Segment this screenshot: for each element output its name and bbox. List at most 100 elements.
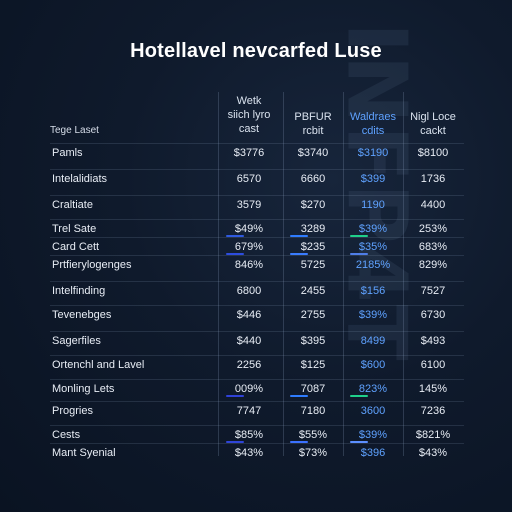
table-cell: 2256: [236, 359, 262, 371]
row-label: Intelalidiats: [52, 173, 108, 185]
table-row: Ortenchl and Lavel 2256 $125 $600 6100: [50, 356, 464, 378]
table-cell: 1190: [361, 199, 385, 211]
table-cell: $493: [420, 335, 446, 347]
table-cell: $270: [300, 199, 326, 211]
column-divider: [403, 92, 404, 456]
table-row: Mant Syenial $43% $73% $396 $43%: [50, 444, 464, 466]
table-cell: 823%: [358, 383, 388, 395]
table-cell: 7747: [236, 405, 262, 417]
table-cell: $125: [300, 359, 326, 371]
table-cell: 3600: [360, 405, 386, 417]
series-marker: [350, 253, 368, 255]
table-cell: 683%: [418, 241, 448, 253]
series-marker: [290, 441, 308, 443]
table-cell: 4400: [420, 199, 446, 211]
table-cell: $55%: [298, 429, 328, 441]
series-marker: [226, 395, 244, 397]
row-separator: [50, 281, 464, 282]
table-cell: 3579: [236, 199, 262, 211]
table-cell: 6100: [420, 359, 446, 371]
row-label: Card Cett: [52, 241, 100, 253]
row-label: Prtfierylogenges: [52, 259, 132, 271]
table-cell: 145%: [418, 383, 448, 395]
table-cell: 2185%: [355, 259, 391, 271]
series-marker: [350, 395, 368, 397]
table-cell: 5725: [300, 259, 326, 271]
column-divider: [343, 92, 344, 456]
row-label: Monling Lets: [52, 383, 115, 395]
table-cell: $600: [360, 359, 386, 371]
series-marker: [290, 253, 308, 255]
row-separator: [50, 379, 464, 380]
table-row: Monling Lets 009% 7087 823% 145%: [50, 380, 464, 402]
series-marker: [226, 441, 244, 443]
table-cell: 6660: [300, 173, 326, 185]
table-cell: $3740: [297, 147, 329, 159]
table-cell: $8100: [417, 147, 449, 159]
table-cell: $35%: [358, 241, 388, 253]
column-header: PBFUR rcbit: [294, 111, 332, 137]
table-row: Intelalidiats 6570 6660 $399 1736: [50, 170, 464, 192]
row-separator: [50, 219, 464, 220]
table-cell: 6730: [420, 309, 446, 321]
series-marker: [226, 253, 244, 255]
column-divider: [218, 92, 219, 456]
table-cell: $235: [300, 241, 326, 253]
row-separator: [50, 305, 464, 306]
row-label: Tevenebges: [52, 309, 112, 321]
series-marker: [290, 235, 308, 237]
row-separator: [50, 443, 464, 444]
table-cell: 7180: [300, 405, 326, 417]
table-row: Progries 7747 7180 3600 7236: [50, 402, 464, 424]
table-row: Card Cett 679% $235 $35% 683%: [50, 238, 464, 260]
table-cell: 3289: [300, 223, 326, 235]
row-label: Intelfinding: [52, 285, 106, 297]
table-cell: $39%: [358, 223, 388, 235]
table-cell: 2455: [300, 285, 326, 297]
table-cell: $396: [360, 447, 386, 459]
table-cell: 679%: [234, 241, 264, 253]
row-separator: [50, 355, 464, 356]
row-separator: [50, 255, 464, 256]
table-cell: 7236: [420, 405, 446, 417]
column-header: Waldraes cdits: [349, 111, 397, 137]
row-label: Pamls: [52, 147, 83, 159]
table-row: Intelfinding 6800 2455 $156 7527: [50, 282, 464, 304]
row-label: Cests: [52, 429, 81, 441]
table-row: Trel Sate $49% 3289 $39% 253%: [50, 220, 464, 242]
table-cell: 7087: [300, 383, 326, 395]
table-row: Pamls $3776 $3740 $3190 $8100: [50, 144, 464, 166]
table-row: Prtfierylogenges 846% 5725 2185% 829%: [50, 256, 464, 278]
row-separator: [50, 401, 464, 402]
row-label: Trel Sate: [52, 223, 97, 235]
table-cell: $39%: [358, 309, 388, 321]
column-header: Nigl Loce cackt: [410, 111, 456, 137]
table-cell: 2755: [300, 309, 326, 321]
table-cell: $395: [300, 335, 326, 347]
table-cell: 6570: [236, 173, 262, 185]
series-marker: [290, 395, 308, 397]
table-cell: $49%: [234, 223, 264, 235]
table-row: Tevenebges $446 2755 $39% 6730: [50, 306, 464, 328]
chart-title: Hotellavel nevcarfed Luse: [130, 40, 382, 62]
table-cell: 846%: [234, 259, 264, 271]
table-cell: 1736: [420, 173, 446, 185]
table-cell: $821%: [415, 429, 451, 441]
table-cell: $446: [236, 309, 262, 321]
row-label: Craltiate: [52, 199, 93, 211]
table-cell: $440: [236, 335, 262, 347]
table-cell: 8499: [360, 335, 386, 347]
table-cell: $85%: [234, 429, 264, 441]
row-label: Progries: [52, 405, 93, 417]
data-table: Tege Laset Wetk siich lyro cast PBFUR rcb…: [50, 92, 464, 459]
series-marker: [350, 235, 368, 237]
row-separator: [50, 425, 464, 426]
row-label: Ortenchl and Lavel: [52, 359, 145, 371]
table-cell: $3190: [357, 147, 389, 159]
table-cell: $43%: [234, 447, 264, 459]
row-separator: [50, 331, 464, 332]
series-marker: [226, 235, 244, 237]
table-row: Sagerfiles $440 $395 8499 $493: [50, 332, 464, 354]
table-cell: $73%: [298, 447, 328, 459]
